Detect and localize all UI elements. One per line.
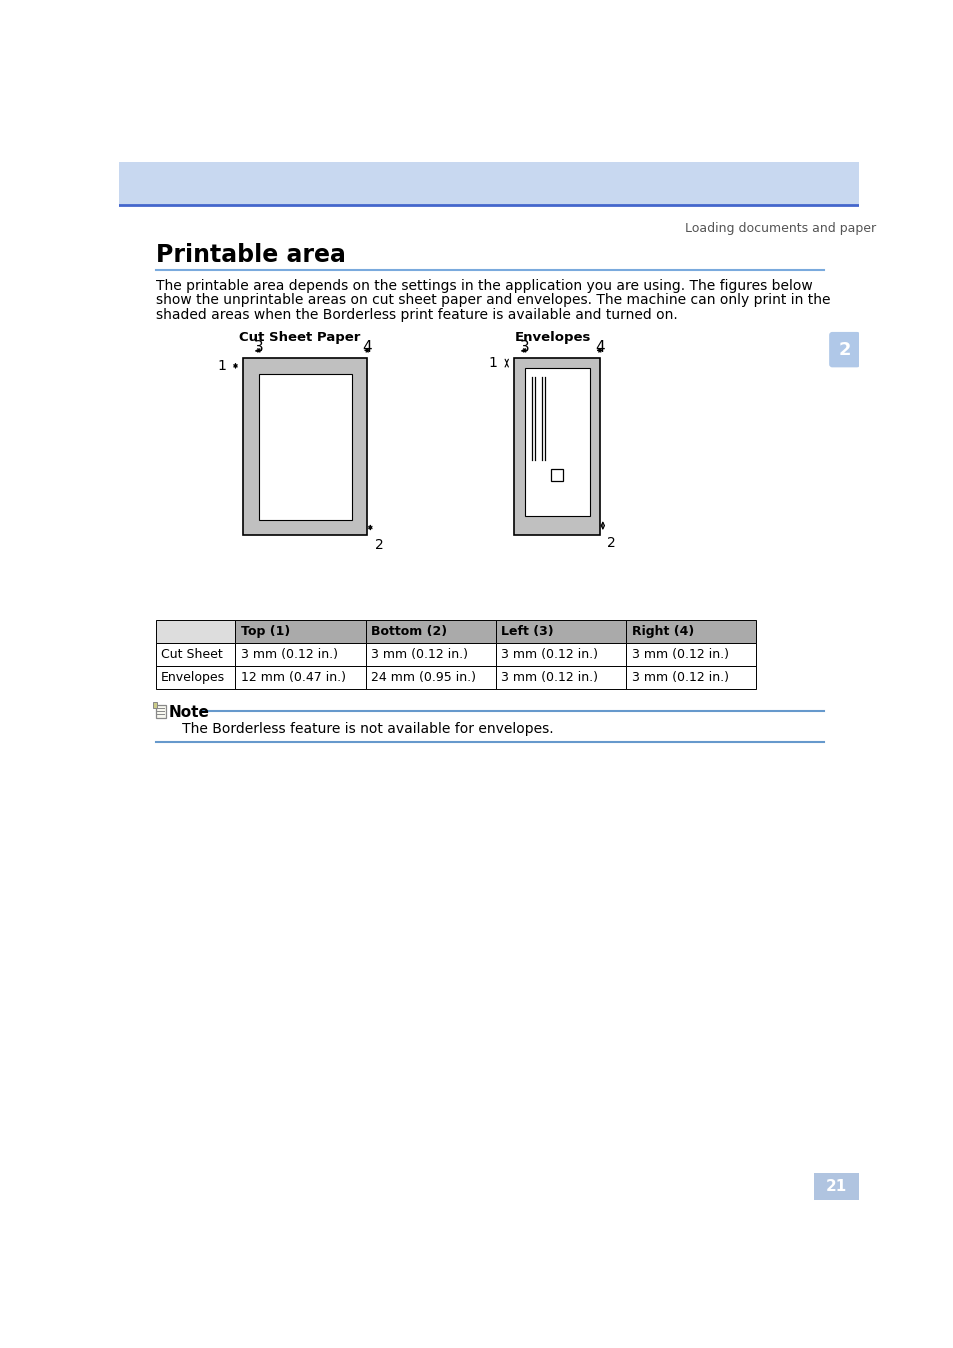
Bar [514, 359, 599, 535]
Text: 3 mm (0.12 in.): 3 mm (0.12 in.) [241, 648, 337, 661]
Bar [625, 666, 756, 689]
Text: The Borderless feature is not available for envelopes.: The Borderless feature is not available … [169, 721, 553, 736]
Bar [365, 666, 496, 689]
Text: 3: 3 [253, 340, 263, 355]
Text: 3 mm (0.12 in.): 3 mm (0.12 in.) [500, 648, 598, 661]
Text: 3 mm (0.12 in.): 3 mm (0.12 in.) [631, 648, 728, 661]
Bar [153, 702, 157, 709]
Bar [496, 643, 625, 666]
FancyBboxPatch shape [828, 332, 860, 368]
Text: 3 mm (0.12 in.): 3 mm (0.12 in.) [631, 671, 728, 685]
Text: Loading documents and paper: Loading documents and paper [684, 222, 875, 235]
Text: 12 mm (0.47 in.): 12 mm (0.47 in.) [241, 671, 346, 685]
Bar [235, 620, 365, 643]
Text: 2: 2 [375, 538, 383, 553]
Bar [119, 162, 858, 204]
Bar [155, 620, 235, 643]
Text: Printable area: Printable area [155, 243, 345, 267]
Text: Bottom (2): Bottom (2) [371, 625, 447, 638]
Bar [365, 643, 496, 666]
Text: 21: 21 [824, 1178, 846, 1194]
Text: Envelopes: Envelopes [161, 671, 225, 685]
Bar [235, 666, 365, 689]
Text: 3 mm (0.12 in.): 3 mm (0.12 in.) [371, 648, 468, 661]
Bar [365, 620, 496, 643]
Bar [625, 620, 756, 643]
Bar [813, 1173, 858, 1200]
Text: Envelopes: Envelopes [514, 332, 590, 344]
Bar [243, 359, 367, 535]
Text: 2: 2 [838, 341, 850, 359]
Bar [155, 705, 166, 717]
Bar [258, 373, 352, 520]
Text: show the unprintable areas on cut sheet paper and envelopes. The machine can onl: show the unprintable areas on cut sheet … [155, 294, 829, 307]
Text: 2: 2 [607, 537, 616, 550]
Text: 1: 1 [217, 359, 226, 373]
Text: The printable area depends on the settings in the application you are using. The: The printable area depends on the settin… [155, 279, 812, 293]
Text: 24 mm (0.95 in.): 24 mm (0.95 in.) [371, 671, 476, 685]
Text: 3 mm (0.12 in.): 3 mm (0.12 in.) [500, 671, 598, 685]
Text: Note: Note [169, 705, 210, 720]
Text: Cut Sheet: Cut Sheet [161, 648, 223, 661]
Text: 4: 4 [595, 340, 604, 355]
Text: Cut Sheet Paper: Cut Sheet Paper [239, 332, 360, 344]
Bar [155, 666, 235, 689]
Bar [155, 643, 235, 666]
Bar [496, 620, 625, 643]
Text: shaded areas when the Borderless print feature is available and turned on.: shaded areas when the Borderless print f… [155, 309, 677, 322]
Bar [524, 368, 589, 516]
Bar [625, 643, 756, 666]
Text: Left (3): Left (3) [500, 625, 554, 638]
Text: 1: 1 [488, 356, 497, 371]
Bar [235, 643, 365, 666]
Bar [550, 469, 562, 481]
Bar [496, 666, 625, 689]
Text: Top (1): Top (1) [241, 625, 290, 638]
Text: Right (4): Right (4) [631, 625, 693, 638]
Text: 3: 3 [519, 340, 529, 355]
Text: 4: 4 [362, 340, 372, 355]
